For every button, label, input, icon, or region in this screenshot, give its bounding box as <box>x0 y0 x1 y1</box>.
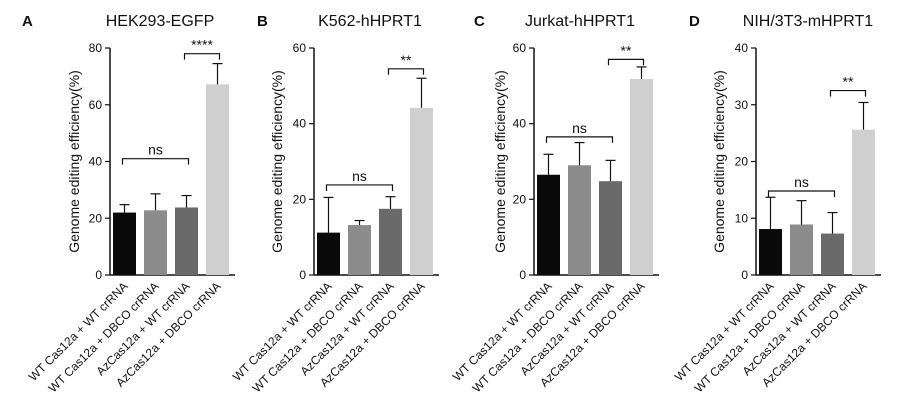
panel-c-y-tick-label: 60 <box>513 41 527 55</box>
panel-a-significance-bracket <box>121 158 190 165</box>
panel-c-significance-bracket <box>607 58 645 66</box>
panel-d-y-tick-label: 10 <box>735 211 749 225</box>
panel-c-bar-1 <box>537 174 560 275</box>
panel-d-y-tick-label: 0 <box>741 268 748 282</box>
panel-d-bar-4 <box>852 129 875 275</box>
panel-a-y-tick-label: 40 <box>89 155 103 169</box>
panel-c-y-tick-label: 0 <box>519 268 526 282</box>
panel-b-y-tick-label: 40 <box>293 117 307 131</box>
panel-a-y-tick-label: 20 <box>89 211 103 225</box>
panel-c-y-tick-label: 40 <box>513 117 527 131</box>
panel-a-y-axis-label: Genome editing efficiency(%) <box>66 70 82 253</box>
panel-c-significance-label: ** <box>621 42 632 58</box>
panel-d-bar-1 <box>759 229 782 275</box>
panel-b-significance-label: ** <box>401 52 412 68</box>
panel-d-y-tick-label: 20 <box>735 155 749 169</box>
panel-a-bar-4 <box>206 84 229 275</box>
panel-a-y-tick-label: 60 <box>89 98 103 112</box>
panel-a-letter: A <box>22 13 33 30</box>
panel-d-y-tick-label: 40 <box>735 41 749 55</box>
panel-a-y-tick-label: 0 <box>95 268 102 282</box>
panel-d-significance-bracket <box>829 89 867 97</box>
panel-b-bar-4 <box>410 107 433 275</box>
panel-b-significance-label: ns <box>352 168 367 184</box>
panel-b-significance-bracket <box>325 184 394 191</box>
panel-a-bar-3 <box>175 207 198 275</box>
panel-c-bar-4 <box>630 79 653 275</box>
panel-b-y-tick-label: 60 <box>293 41 307 55</box>
panel-d-significance-label: ** <box>843 74 854 90</box>
panel-d-significance-label: ns <box>794 174 809 190</box>
panel-a-y-tick-label: 80 <box>89 41 103 55</box>
panel-b-y-tick-label: 20 <box>293 192 307 206</box>
panel-a-title: HEK293-EGFP <box>106 13 214 30</box>
panel-d-title: NIH/3T3-mHPRT1 <box>743 13 873 30</box>
panel-c-bar-2 <box>568 165 591 275</box>
panel-d-letter: D <box>689 13 700 30</box>
panel-c-significance-label: ns <box>572 120 587 136</box>
panel-d-y-tick-label: 30 <box>735 98 749 112</box>
panel-d-significance-bracket <box>767 190 836 198</box>
panel-c-significance-bracket <box>545 136 614 143</box>
panel-a-significance-label: ns <box>148 142 163 158</box>
panel-b-significance-bracket <box>387 68 425 75</box>
panel-b-letter: B <box>257 13 268 30</box>
panel-c-title: Jurkat-hHPRT1 <box>525 13 635 30</box>
panel-b-y-tick-label: 0 <box>299 268 306 282</box>
panel-c-bar-3 <box>599 181 622 275</box>
panel-d-y-axis-label: Genome editing efficiency(%) <box>711 70 727 253</box>
panel-c-letter: C <box>474 13 485 30</box>
panel-b-bar-3 <box>379 208 402 275</box>
panel-c-y-axis-label: Genome editing efficiency(%) <box>492 70 508 253</box>
panel-d-bar-2 <box>790 224 813 275</box>
panel-b-bar-1 <box>317 232 340 275</box>
panel-a-bar-1 <box>113 212 136 275</box>
panel-d-bar-3 <box>821 233 844 275</box>
panel-a-bar-2 <box>144 210 167 275</box>
panel-c-y-tick-label: 20 <box>513 192 527 206</box>
panel-b-y-axis-label: Genome editing efficiency(%) <box>269 70 285 253</box>
panel-a-significance-bracket <box>183 53 221 60</box>
panel-b-bar-2 <box>348 225 371 275</box>
panel-a-significance-label: **** <box>191 37 213 53</box>
panel-b-title: K562-hHPRT1 <box>318 13 422 30</box>
